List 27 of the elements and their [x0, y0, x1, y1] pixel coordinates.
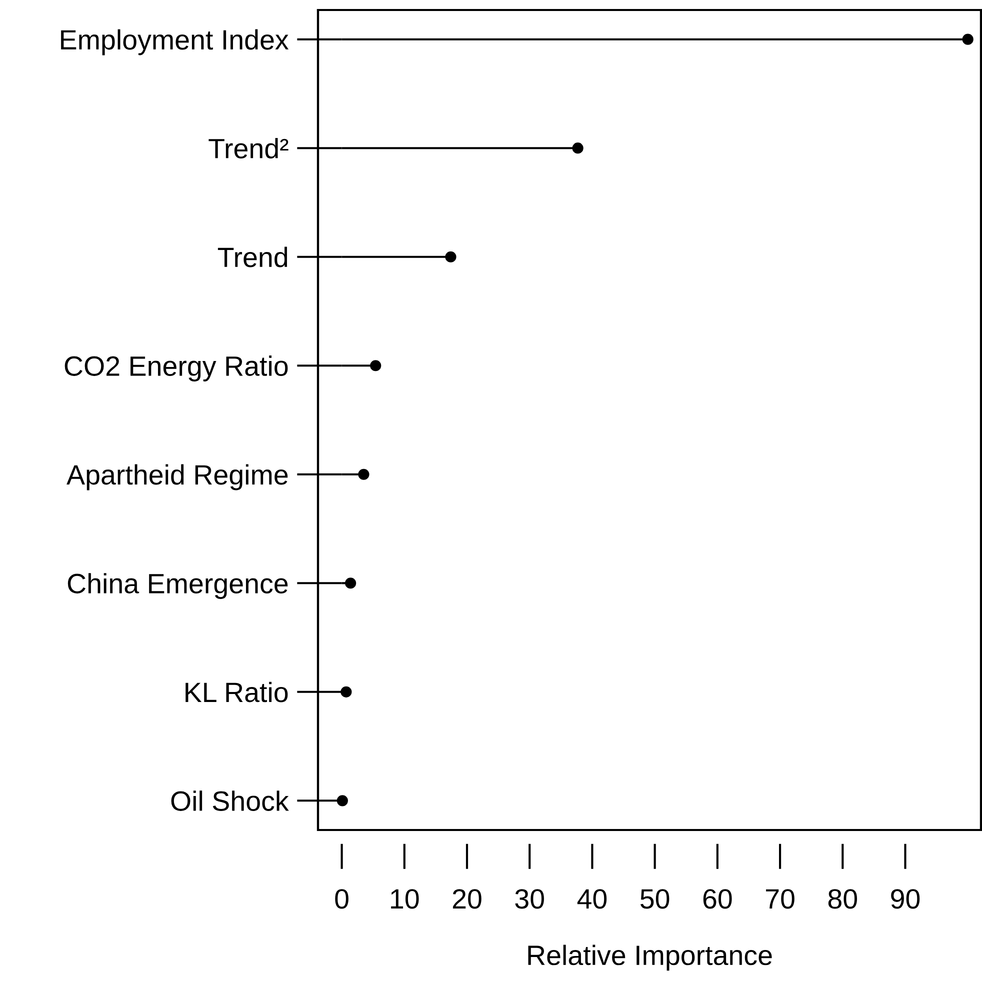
y-tick-label: Trend²	[208, 138, 288, 158]
x-tick-label: 40	[577, 889, 607, 909]
y-tick-label: Trend	[218, 246, 288, 268]
x-tick-label: 80	[828, 889, 858, 909]
point	[962, 34, 974, 45]
y-tick-label: Oil Shock	[171, 790, 289, 811]
y-tick-label: Apartheid Regime	[66, 464, 288, 490]
x-axis-title: Relative Importance	[528, 944, 772, 971]
point	[340, 686, 352, 698]
y-tick-label: KL Ratio	[186, 682, 288, 702]
x-tick-label: 0	[335, 889, 348, 909]
point	[445, 251, 456, 262]
y-tick-label: Employment Index	[61, 29, 289, 56]
point	[345, 578, 356, 589]
point	[358, 468, 370, 480]
x-tick-label: 10	[391, 889, 419, 909]
x-tick-label: 30	[515, 889, 544, 909]
point	[370, 360, 382, 372]
x-tick-label: 20	[452, 889, 482, 909]
point	[572, 142, 584, 154]
y-tick-label: CO2 Energy Ratio	[64, 356, 288, 382]
x-tick-label: 60	[703, 889, 732, 909]
point	[336, 795, 348, 806]
y-tick-label: China Emergence	[68, 573, 288, 599]
x-tick-label: 90	[891, 889, 920, 909]
x-tick-label: 70	[766, 889, 794, 909]
x-tick-label: 50	[640, 889, 670, 909]
